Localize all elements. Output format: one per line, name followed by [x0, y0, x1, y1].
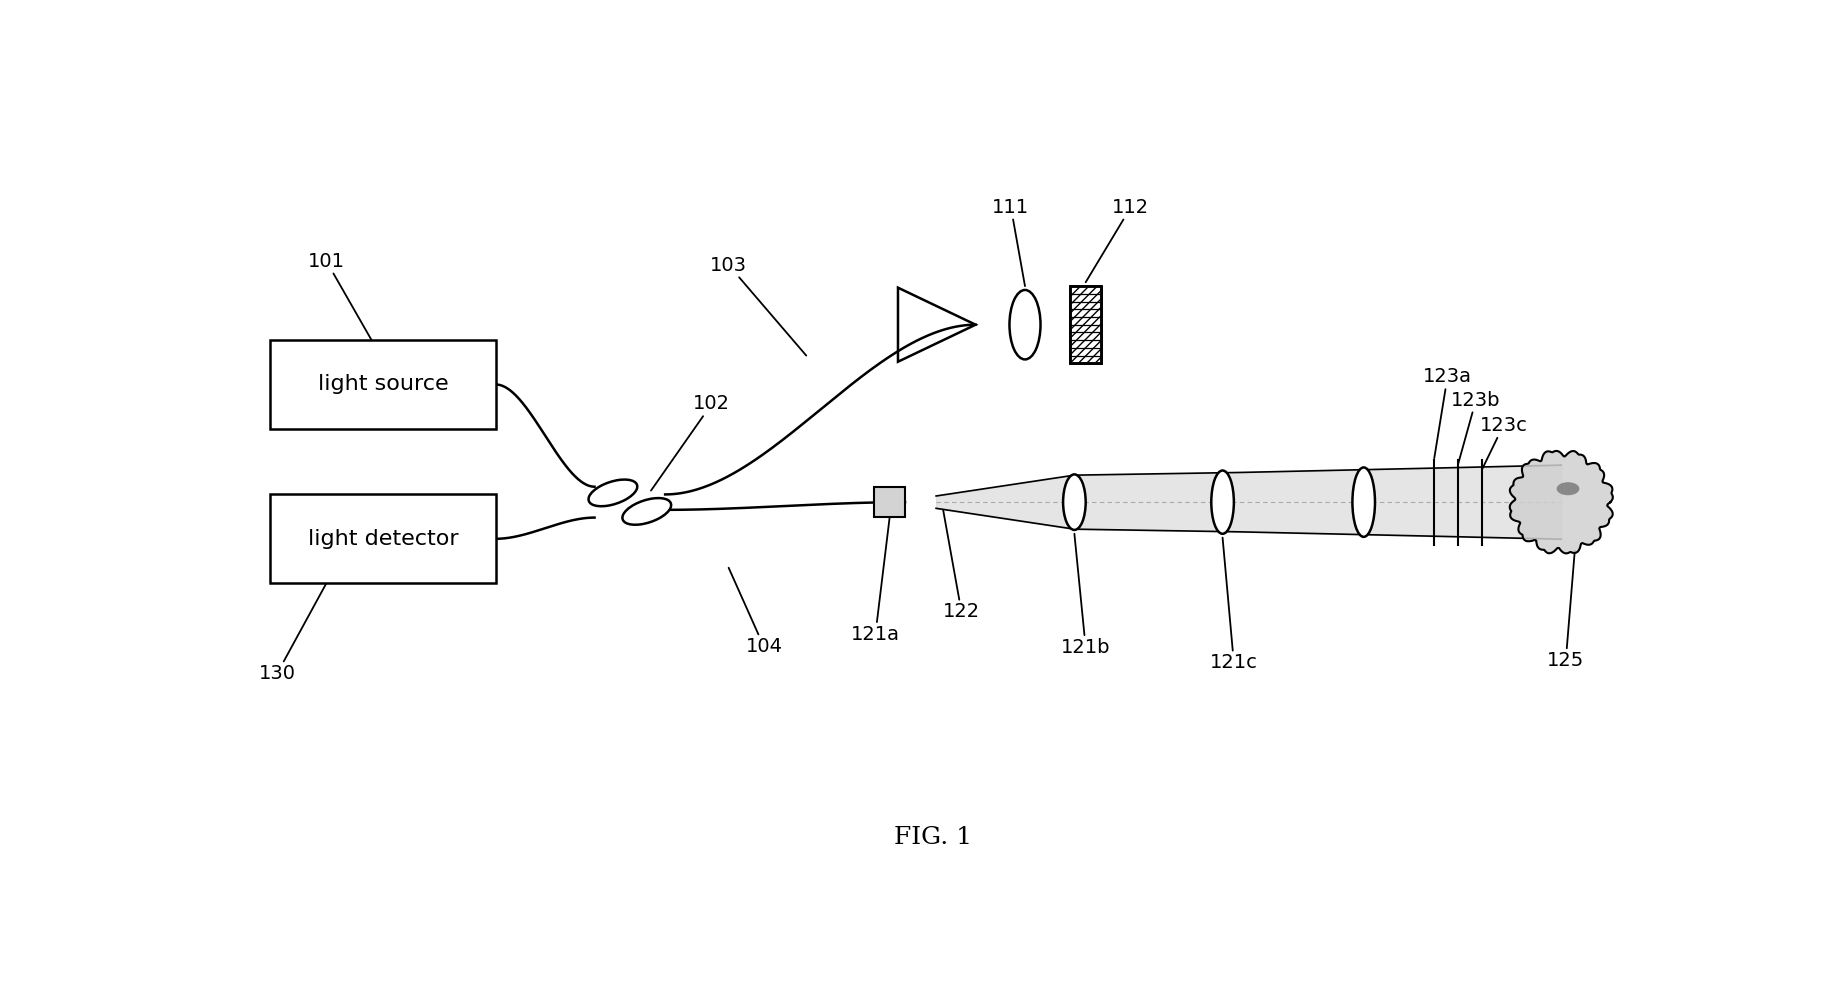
- FancyBboxPatch shape: [1071, 287, 1102, 364]
- Circle shape: [1557, 483, 1579, 495]
- Text: 104: 104: [728, 568, 783, 656]
- Text: 101: 101: [308, 252, 371, 340]
- Ellipse shape: [623, 498, 672, 525]
- Text: 103: 103: [710, 256, 807, 356]
- Text: 125: 125: [1548, 551, 1584, 670]
- FancyBboxPatch shape: [1071, 287, 1102, 364]
- Polygon shape: [1510, 451, 1613, 553]
- Text: 123b: 123b: [1451, 391, 1501, 464]
- Ellipse shape: [1009, 290, 1040, 360]
- Text: light source: light source: [317, 375, 448, 395]
- Text: 121b: 121b: [1062, 534, 1111, 657]
- Text: 122: 122: [943, 510, 980, 621]
- Text: 121a: 121a: [850, 518, 900, 644]
- Text: 112: 112: [1085, 197, 1149, 283]
- Ellipse shape: [1063, 474, 1085, 530]
- Text: 123c: 123c: [1479, 416, 1528, 469]
- Text: 121c: 121c: [1209, 538, 1258, 672]
- Text: 123a: 123a: [1422, 368, 1471, 458]
- Text: 111: 111: [992, 197, 1029, 287]
- FancyBboxPatch shape: [270, 494, 495, 583]
- Ellipse shape: [1353, 467, 1375, 537]
- Text: 102: 102: [652, 395, 730, 491]
- FancyBboxPatch shape: [270, 340, 495, 429]
- Ellipse shape: [588, 480, 637, 506]
- Text: FIG. 1: FIG. 1: [894, 827, 972, 850]
- Text: light detector: light detector: [308, 529, 459, 549]
- FancyBboxPatch shape: [874, 488, 905, 517]
- Text: 130: 130: [259, 583, 326, 683]
- Ellipse shape: [1211, 471, 1235, 534]
